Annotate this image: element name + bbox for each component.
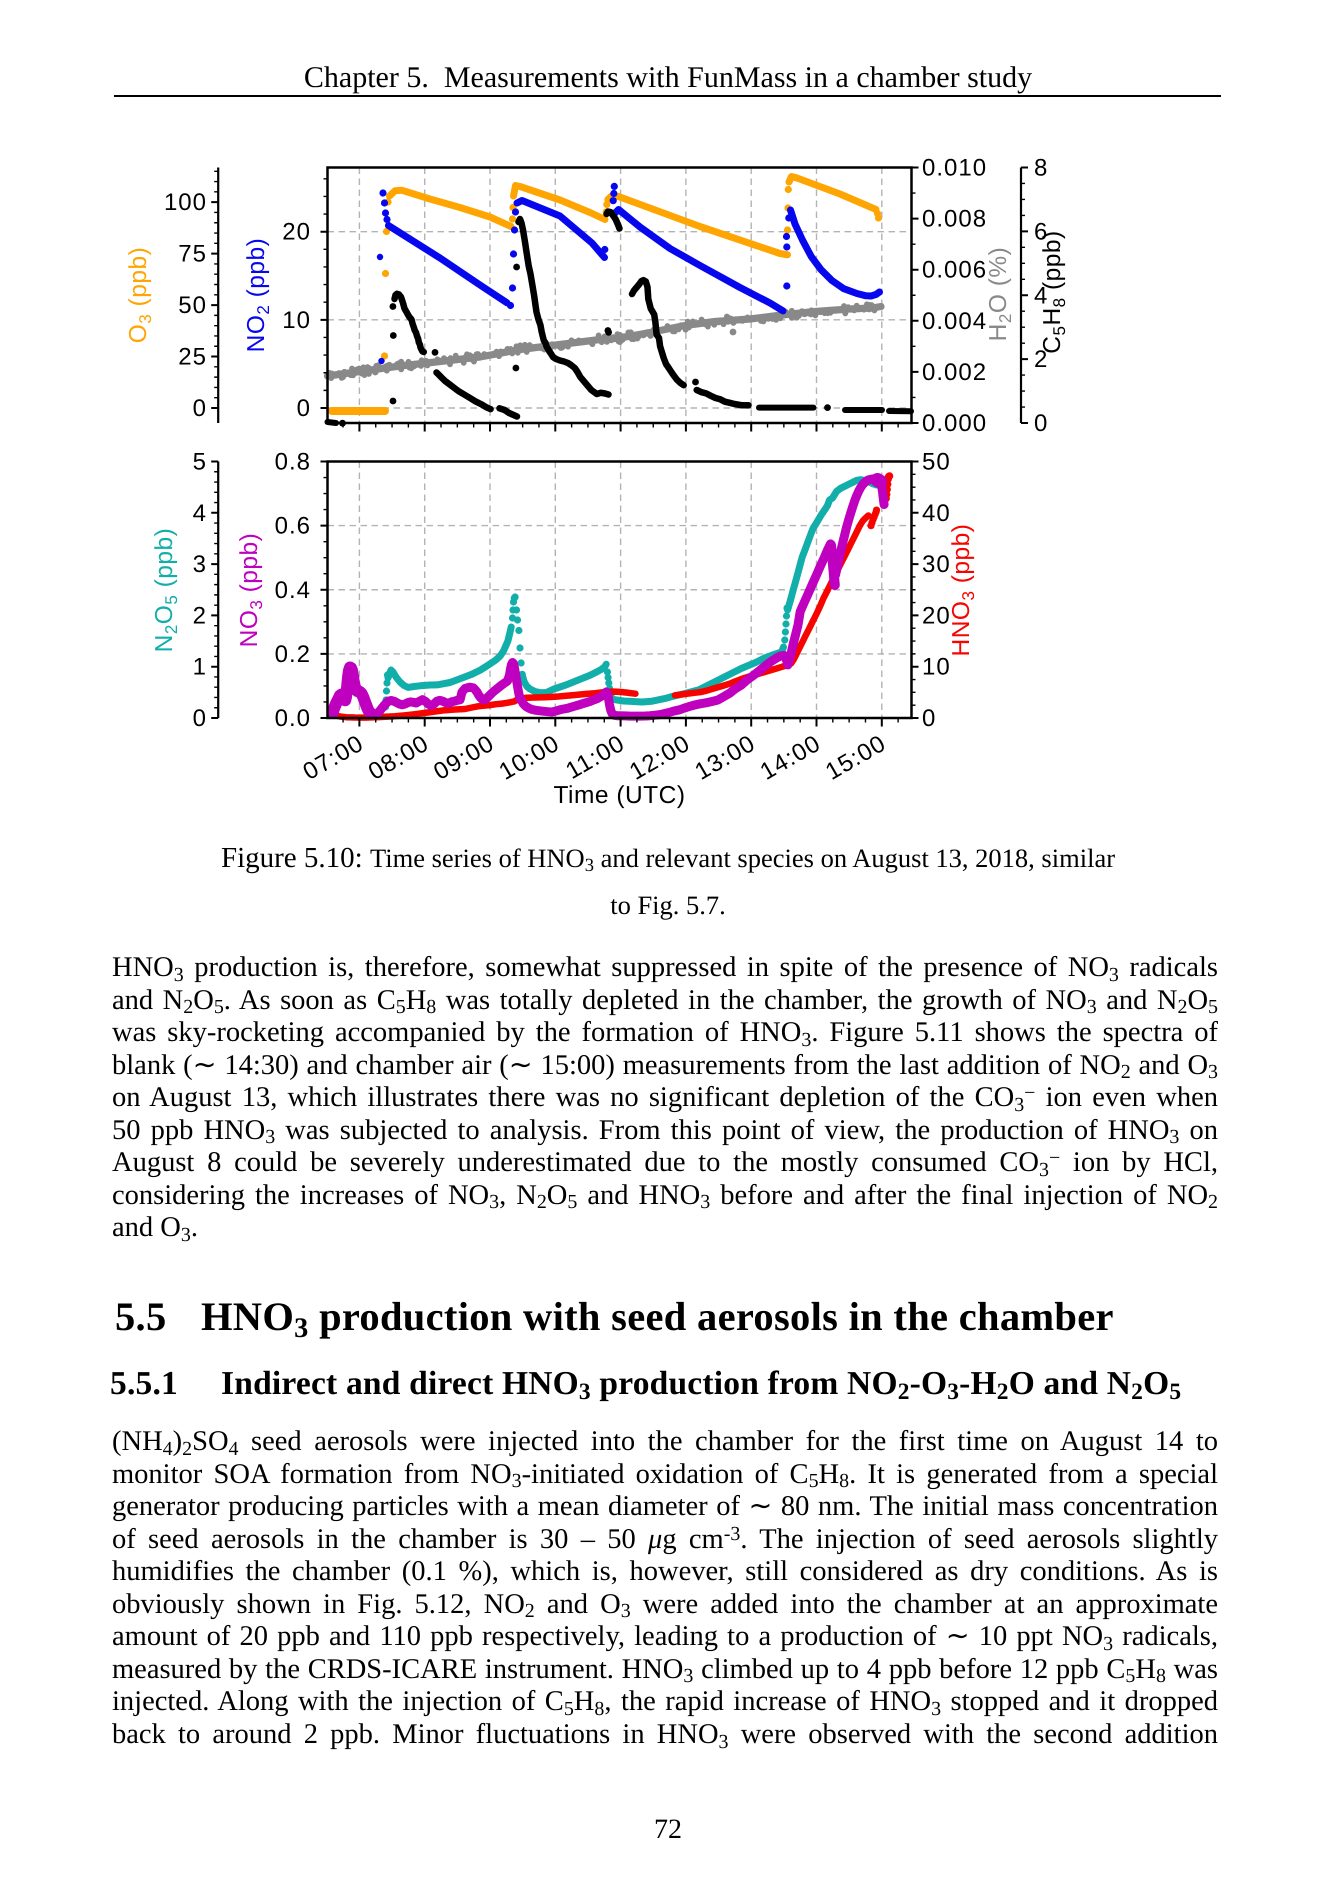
svg-text:12:00: 12:00 xyxy=(625,730,695,786)
svg-text:0: 0 xyxy=(193,705,207,732)
svg-text:25: 25 xyxy=(178,344,207,371)
svg-text:0.008: 0.008 xyxy=(922,206,987,233)
svg-text:0.6: 0.6 xyxy=(275,513,311,540)
svg-text:8: 8 xyxy=(1034,155,1048,182)
svg-text:50: 50 xyxy=(922,449,951,476)
svg-text:20: 20 xyxy=(282,219,311,246)
svg-text:O3​ (ppb): O3​ (ppb) xyxy=(125,247,155,344)
svg-text:15:00: 15:00 xyxy=(821,730,891,786)
svg-text:0.006: 0.006 xyxy=(922,257,987,284)
svg-text:C5​H8​ (ppb): C5​H8​ (ppb) xyxy=(1039,230,1069,353)
svg-text:3: 3 xyxy=(193,551,207,578)
svg-text:2: 2 xyxy=(1034,346,1048,373)
svg-text:50: 50 xyxy=(178,292,207,319)
svg-text:0.000: 0.000 xyxy=(922,410,987,437)
svg-text:0.010: 0.010 xyxy=(922,155,987,182)
svg-text:NO3​ (ppb): NO3​ (ppb) xyxy=(236,533,266,648)
svg-text:0: 0 xyxy=(193,395,207,422)
svg-text:100: 100 xyxy=(164,189,207,216)
svg-text:11:00: 11:00 xyxy=(561,730,629,785)
svg-text:40: 40 xyxy=(922,500,951,527)
svg-text:4: 4 xyxy=(193,500,207,527)
svg-text:13:00: 13:00 xyxy=(690,730,760,786)
svg-text:6: 6 xyxy=(1034,218,1048,245)
svg-text:NO2​ (ppb): NO2​ (ppb) xyxy=(243,238,273,353)
svg-text:10: 10 xyxy=(922,654,951,681)
svg-text:20: 20 xyxy=(922,602,951,629)
svg-text:0.4: 0.4 xyxy=(275,577,311,604)
svg-text:10:00: 10:00 xyxy=(494,730,564,786)
svg-text:4: 4 xyxy=(1034,282,1048,309)
svg-text:09:00: 09:00 xyxy=(429,730,499,786)
svg-text:HNO3​ (ppb): HNO3​ (ppb) xyxy=(948,524,978,657)
svg-text:10: 10 xyxy=(282,307,311,334)
svg-text:0: 0 xyxy=(922,705,936,732)
svg-text:0.004: 0.004 xyxy=(922,308,987,335)
svg-text:0.002: 0.002 xyxy=(922,359,987,386)
svg-text:07:00: 07:00 xyxy=(299,730,369,786)
svg-text:1: 1 xyxy=(193,654,207,681)
svg-text:5: 5 xyxy=(193,449,207,476)
svg-text:30: 30 xyxy=(922,551,951,578)
svg-text:0.0: 0.0 xyxy=(275,705,311,732)
svg-text:0: 0 xyxy=(1034,410,1048,437)
svg-text:2: 2 xyxy=(193,602,207,629)
svg-text:75: 75 xyxy=(178,241,207,268)
svg-text:H2​O (%): H2​O (%) xyxy=(985,247,1015,342)
svg-text:08:00: 08:00 xyxy=(364,730,434,786)
svg-text:0.2: 0.2 xyxy=(275,641,311,668)
svg-text:Time (UTC): Time (UTC) xyxy=(553,782,685,809)
svg-text:14:00: 14:00 xyxy=(756,730,826,786)
svg-text:0: 0 xyxy=(297,395,311,422)
svg-text:N2​O5​ (ppb): N2​O5​ (ppb) xyxy=(151,528,181,653)
svg-text:0.8: 0.8 xyxy=(275,449,311,476)
